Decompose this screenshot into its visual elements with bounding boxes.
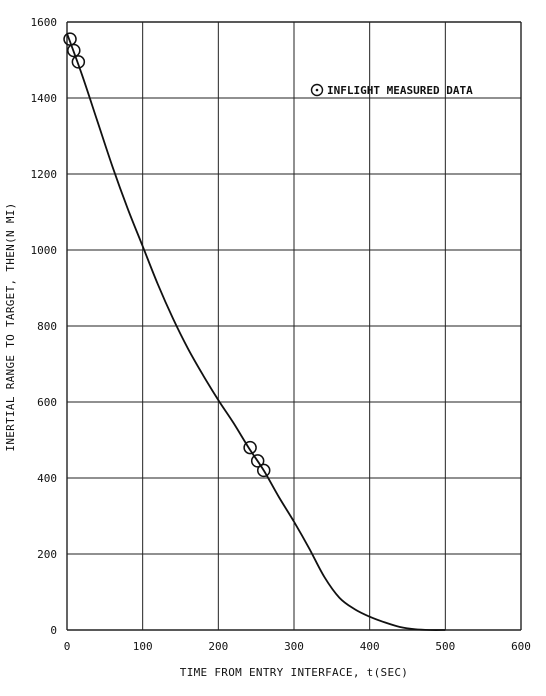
y-tick-label: 200: [37, 548, 57, 561]
x-tick-label: 600: [511, 640, 531, 653]
y-tick-label: 400: [37, 472, 57, 485]
y-tick-label: 800: [37, 320, 57, 333]
measured-data-point: [256, 463, 271, 478]
legend-label: INFLIGHT MEASURED DATA: [327, 84, 473, 97]
tick-labels: 0 100 200 300 400 500 600 0 200 400 600 800 1000 1200…: [31, 16, 531, 653]
trajectory-line: [66, 33, 446, 631]
y-tick-label: 600: [37, 396, 57, 409]
x-tick-label: 500: [435, 640, 455, 653]
x-tick-label: 300: [284, 640, 304, 653]
x-tick-label: 100: [133, 640, 153, 653]
measured-data-point: [67, 43, 81, 58]
x-tick-label: 400: [360, 640, 380, 653]
y-axis-title: INERTIAL RANGE TO TARGET, THEN(N MI): [4, 202, 17, 451]
y-tick-label: 1400: [31, 92, 58, 105]
grid: [66, 21, 522, 631]
measured-data-point: [71, 55, 86, 69]
x-tick-label: 0: [64, 640, 71, 653]
y-tick-label: 1200: [31, 168, 58, 181]
y-tick-label: 1000: [31, 244, 58, 257]
legend: INFLIGHT MEASURED DATA: [310, 83, 473, 97]
x-tick-label: 200: [208, 640, 228, 653]
y-tick-label: 0: [50, 624, 57, 637]
legend-marker-icon: [310, 83, 324, 97]
x-axis-title: TIME FROM ENTRY INTERFACE, t(SEC): [180, 666, 408, 679]
series: [63, 32, 446, 631]
legend-marker-dot: [315, 88, 319, 92]
measured-data-point: [250, 454, 265, 468]
y-tick-label: 1600: [31, 16, 58, 29]
measured-data-point: [243, 440, 257, 455]
